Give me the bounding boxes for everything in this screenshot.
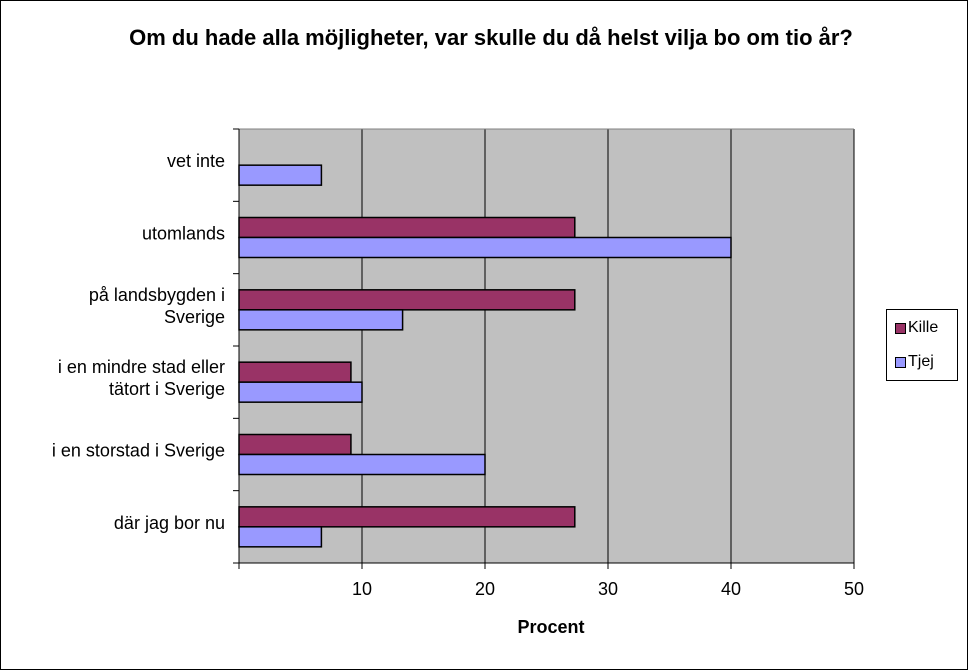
- y-category-label: utomlands: [142, 224, 225, 244]
- x-tick-label-30: 30: [598, 579, 618, 599]
- bar-kille-4: [238, 433, 352, 456]
- bar-kille-2: [238, 289, 576, 311]
- y-category-label: i en mindre stad eller: [58, 357, 225, 377]
- bar-tjej-4: [238, 453, 486, 476]
- y-category-label: vet inte: [167, 151, 225, 171]
- x-tick-label-50: 50: [844, 579, 864, 599]
- legend: Kille Tjej: [886, 309, 958, 381]
- chart-title: Om du hade alla möjligheter, var skulle …: [129, 25, 853, 50]
- y-category-label: på landsbygden i: [89, 285, 225, 305]
- bar-kille-3: [238, 361, 352, 383]
- bar-tjej-1: [238, 236, 732, 259]
- bar-tjej-0: [238, 164, 323, 186]
- y-category-label: där jag bor nu: [114, 513, 225, 533]
- bar-kille-1: [238, 216, 576, 239]
- y-category-label: tätort i Sverige: [109, 379, 225, 399]
- bar-kille-5: [238, 506, 576, 528]
- y-category-label: i en storstad i Sverige: [52, 441, 225, 461]
- bar-tjej-5: [238, 526, 323, 548]
- legend-swatch-tjej: [895, 357, 906, 368]
- y-category-label: Sverige: [164, 307, 225, 327]
- x-tick-label-20: 20: [475, 579, 495, 599]
- plot-area: [239, 129, 854, 563]
- bar-tjej-2: [238, 309, 404, 331]
- bar-tjej-3: [238, 381, 363, 403]
- legend-label-kille: Kille: [908, 319, 939, 336]
- x-tick-label-10: 10: [352, 579, 372, 599]
- legend-label-tjej: Tjej: [908, 353, 934, 370]
- x-tick-label-40: 40: [721, 579, 741, 599]
- x-axis-label: Procent: [517, 617, 585, 637]
- legend-swatch-kille: [895, 323, 906, 334]
